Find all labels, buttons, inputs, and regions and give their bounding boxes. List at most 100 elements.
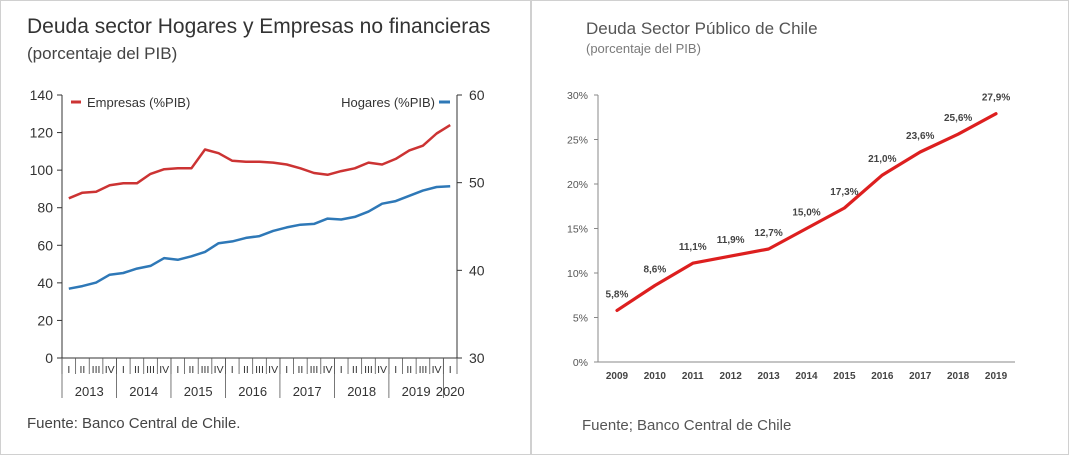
x-tick-label: 2016 [871, 371, 894, 382]
quarter-label: II [297, 364, 303, 376]
data-label: 11,1% [679, 242, 707, 253]
year-label: 2020 [436, 384, 465, 399]
right-chart-subtitle: (porcentaje del PIB) [586, 41, 701, 56]
x-tick-label: 2009 [606, 371, 629, 382]
data-label: 21,0% [868, 154, 896, 165]
data-label: 23,6% [906, 131, 934, 142]
left-chart-title: Deuda sector Hogares y Empresas no finan… [27, 15, 491, 38]
right-y-tick-label: 50 [469, 175, 485, 191]
quarter-label: I [340, 364, 343, 376]
quarter-label: III [146, 364, 155, 376]
data-point [805, 227, 808, 230]
right-y-tick-label: 40 [469, 262, 485, 278]
quarter-label: III [255, 364, 264, 376]
data-point [615, 309, 619, 312]
data-point [729, 254, 732, 258]
left-y-tick-label: 20 [37, 312, 53, 328]
quarter-label: IV [214, 364, 224, 376]
x-tick-label: 2015 [833, 371, 856, 382]
quarter-label: II [352, 364, 358, 376]
quarter-label: I [122, 364, 125, 376]
x-tick-label: 2019 [985, 371, 1008, 382]
y-tick-label: 10% [567, 268, 588, 280]
data-point [691, 262, 694, 265]
y-tick-label: 0% [573, 357, 588, 369]
quarter-label: I [394, 364, 397, 376]
x-tick-label: 2011 [682, 371, 704, 382]
quarter-label: IV [268, 364, 278, 376]
x-tick-label: 2014 [795, 371, 818, 382]
data-point [767, 247, 770, 251]
left-y-tick-label: 120 [30, 125, 54, 141]
left-chart-source: Fuente: Banco Central de Chile. [27, 415, 241, 432]
quarter-label: I [449, 364, 452, 376]
quarter-label: III [364, 364, 373, 376]
right-chart-source: Fuente; Banco Central de Chile [582, 417, 792, 434]
year-label: 2013 [75, 384, 104, 399]
empresas-legend-label: Empresas (%PIB) [87, 95, 190, 110]
data-label: 5,8% [606, 289, 629, 300]
empresas-series-line [68, 124, 451, 200]
quarter-label: III [201, 364, 210, 376]
left-y-tick-label: 60 [37, 237, 53, 253]
data-point [843, 206, 846, 210]
year-label: 2017 [293, 384, 322, 399]
left-y-tick-label: 80 [37, 200, 53, 216]
quarter-label: III [92, 364, 101, 376]
data-label: 11,9% [717, 235, 745, 246]
hogares-legend-label: Hogares (%PIB) [341, 95, 435, 110]
quarter-label: IV [159, 364, 169, 376]
data-point [919, 150, 922, 154]
y-tick-label: 30% [567, 90, 588, 102]
data-label: 27,9% [982, 93, 1010, 104]
quarter-label: IV [377, 364, 387, 376]
right-y-tick-label: 60 [469, 87, 485, 103]
x-tick-label: 2013 [757, 371, 780, 382]
data-label: 12,7% [754, 228, 782, 239]
data-point [994, 112, 998, 115]
data-label: 8,6% [643, 264, 666, 275]
x-tick-label: 2017 [909, 371, 932, 382]
data-point [956, 132, 960, 136]
quarter-label: III [419, 364, 428, 376]
left-y-tick-label: 140 [30, 87, 54, 103]
y-tick-label: 25% [567, 135, 588, 147]
y-tick-label: 5% [573, 313, 588, 325]
quarter-label: I [231, 364, 234, 376]
quarter-label: II [134, 364, 140, 376]
year-label: 2018 [347, 384, 376, 399]
x-tick-label: 2010 [644, 371, 667, 382]
y-tick-label: 20% [567, 179, 588, 191]
y-tick-label: 15% [567, 224, 588, 236]
data-point [653, 284, 657, 287]
left-chart-panel: Deuda sector Hogares y Empresas no finan… [0, 0, 531, 455]
year-label: 2015 [184, 384, 213, 399]
quarter-label: I [285, 364, 288, 376]
data-label: 25,6% [944, 113, 972, 124]
left-y-tick-label: 100 [30, 162, 54, 178]
year-label: 2016 [238, 384, 267, 399]
quarter-label: II [406, 364, 412, 376]
quarter-label: IV [323, 364, 333, 376]
hogares-series-line [68, 184, 451, 290]
public-debt-chart: 0% 5% 10% 15% 20% 25% 30% 2009 2010 2011 2012 2013 2… [567, 90, 1015, 382]
left-y-tick-label: 40 [37, 275, 53, 291]
left-chart-subtitle: (porcentaje del PIB) [27, 44, 178, 63]
data-point [881, 173, 884, 177]
data-label: 17,3% [830, 187, 858, 198]
quarter-label: IV [105, 364, 115, 376]
quarter-label: II [188, 364, 194, 376]
quarter-label: II [80, 364, 86, 376]
x-tick-label: 2018 [947, 371, 970, 382]
year-label: 2019 [402, 384, 431, 399]
quarter-label: IV [432, 364, 442, 376]
right-chart-title: Deuda Sector Público de Chile [586, 19, 818, 38]
quarter-label: I [176, 364, 179, 376]
x-tick-label: 2012 [720, 371, 743, 382]
left-y-tick-label: 0 [45, 350, 53, 366]
right-y-tick-label: 30 [469, 350, 485, 366]
data-label: 15,0% [792, 208, 820, 219]
right-chart-panel: Deuda Sector Público de Chile (porcentaj… [531, 0, 1069, 455]
quarter-label: I [67, 364, 70, 376]
